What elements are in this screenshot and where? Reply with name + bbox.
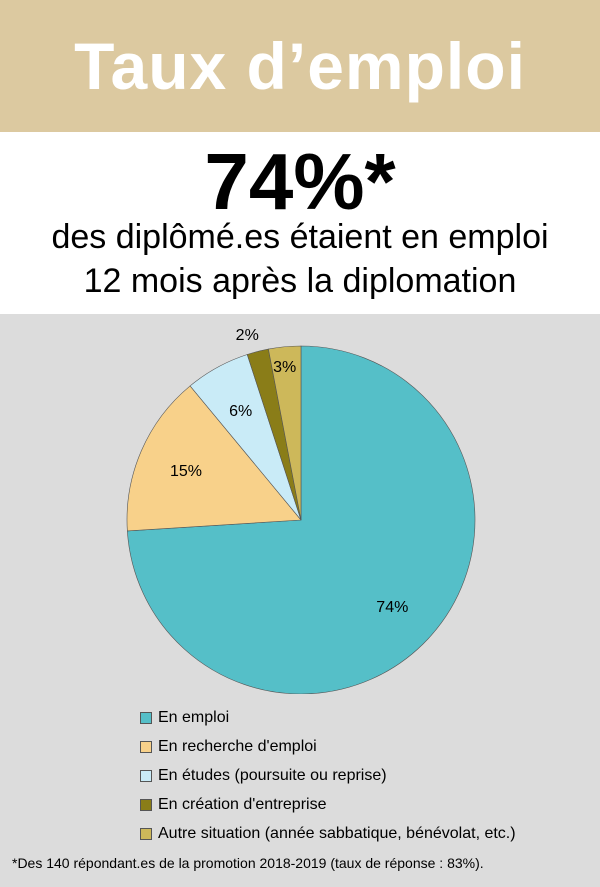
chart-panel: 74% 15% 6% 2% 3% En emploi En recherche d'emp… <box>0 314 600 887</box>
legend-item-1: En recherche d'emploi <box>140 732 516 761</box>
headline-line-2: 12 mois après la diplomation <box>83 262 517 300</box>
pie-label-0: 74% <box>376 599 408 616</box>
legend-label-4: Autre situation (année sabbatique, bénév… <box>158 824 516 842</box>
legend-item-4: Autre situation (année sabbatique, bénév… <box>140 819 516 848</box>
chart-legend: En emploi En recherche d'emploi En études … <box>140 703 516 848</box>
pie-label-3: 2% <box>236 327 259 344</box>
headline-line-1: des diplômé.es étaient en emploi <box>51 218 549 256</box>
pie-label-1: 15% <box>170 463 202 480</box>
headline-percentage: 74%* <box>204 137 396 226</box>
pie-label-2: 6% <box>229 403 252 420</box>
title-banner: Taux d’emploi <box>0 0 600 132</box>
legend-label-3: En création d'entreprise <box>158 795 327 813</box>
legend-label-0: En emploi <box>158 708 230 726</box>
pie-slice-4 <box>268 345 302 521</box>
legend-swatch-2 <box>140 769 152 782</box>
legend-swatch-3 <box>140 798 152 811</box>
legend-swatch-0 <box>140 711 152 724</box>
legend-swatch-1 <box>140 740 152 753</box>
legend-item-0: En emploi <box>140 703 516 732</box>
pie-slice-1 <box>126 385 302 532</box>
legend-label-2: En études (poursuite ou reprise) <box>158 766 387 784</box>
headline-block: 74%* des diplômé.es étaient en emploi 12… <box>0 132 600 314</box>
legend-label-1: En recherche d'emploi <box>158 737 317 755</box>
legend-item-2: En études (poursuite ou reprise) <box>140 761 516 790</box>
legend-item-3: En création d'entreprise <box>140 790 516 819</box>
legend-swatch-4 <box>140 827 152 840</box>
pie-chart: 74% 15% 6% 2% 3% <box>126 327 476 694</box>
footnote: *Des 140 répondant.es de la promotion 20… <box>12 855 484 871</box>
pie-label-4: 3% <box>273 359 296 376</box>
page-title: Taux d’emploi <box>74 29 526 103</box>
